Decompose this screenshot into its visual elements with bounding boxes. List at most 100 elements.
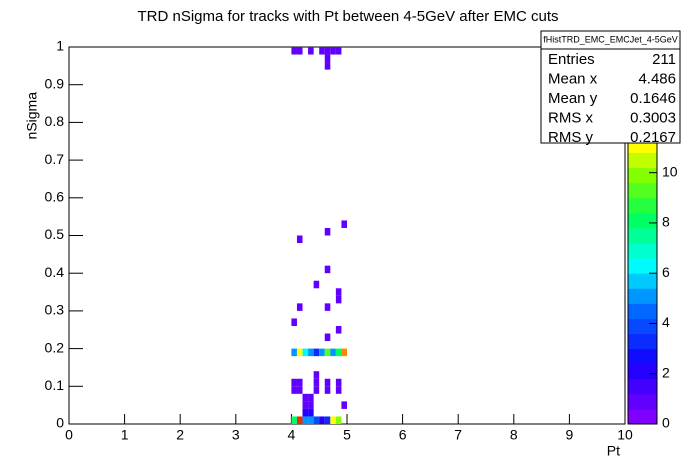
colorbar-band	[628, 303, 657, 319]
y-tick-label: 0.8	[45, 113, 65, 129]
colorbar-band	[628, 378, 657, 395]
y-tick-label: 0.1	[45, 377, 65, 393]
heatmap-cell	[324, 386, 331, 394]
colorbar-band	[628, 227, 657, 244]
heatmap-cell	[296, 386, 303, 394]
colorbar-band	[628, 363, 657, 380]
z-tick-label: 0	[662, 415, 670, 431]
y-tick-label: 0.9	[45, 75, 65, 91]
heatmap-cell	[335, 348, 342, 357]
colorbar-band	[628, 408, 657, 425]
heatmap-cell	[308, 408, 314, 417]
y-tick-label: 0.5	[45, 226, 65, 242]
heatmap-cell	[324, 378, 331, 387]
colorbar-band	[628, 197, 657, 214]
x-tick-label: 2	[176, 427, 184, 443]
x-tick-label: 5	[343, 427, 351, 443]
heatmap-cell	[308, 47, 314, 55]
heatmap-cell	[330, 348, 336, 357]
y-tick-label: 0.2	[45, 339, 65, 355]
x-tick-label: 4	[288, 427, 296, 443]
heatmap-cell	[324, 348, 331, 357]
heatmap-cell	[313, 416, 320, 424]
heatmap-cell	[324, 303, 331, 311]
colorbar-band	[628, 182, 657, 199]
colorbar-band	[628, 348, 657, 365]
stats-value: 0.1646	[630, 90, 676, 107]
colorbar-band	[628, 318, 657, 335]
x-tick-label: 8	[510, 427, 518, 443]
heatmap-cell	[335, 386, 342, 394]
colorbar-band	[628, 333, 657, 350]
heatmap-cell	[324, 54, 331, 63]
heatmap-cell	[313, 378, 320, 387]
x-tick-label: 0	[65, 427, 73, 443]
heatmap-cell	[341, 348, 347, 357]
heatmap-cell	[330, 47, 336, 55]
x-tick-label: 6	[399, 427, 407, 443]
heatmap-cell	[324, 47, 331, 55]
stats-box	[540, 30, 681, 144]
heatmap-cell	[313, 280, 320, 289]
y-tick-label: 0	[56, 415, 64, 431]
heatmap-cell	[313, 386, 320, 394]
stats-label: RMS y	[548, 129, 594, 146]
heatmap-cell	[324, 265, 331, 274]
heatmap-cell	[291, 348, 297, 357]
y-tick-label: 0.3	[45, 302, 65, 318]
heatmap-cell	[341, 401, 347, 409]
stats-title: fHistTRD_EMC_EMCJet_4-5GeV	[543, 34, 678, 44]
x-tick-label: 1	[121, 427, 129, 443]
heatmap-cell	[324, 416, 331, 424]
y-tick-label: 0.4	[45, 264, 65, 280]
stats-label: Mean x	[548, 70, 598, 87]
stats-label: Entries	[548, 51, 595, 68]
heatmap-cell	[302, 348, 309, 357]
stats-value: 4.486	[638, 70, 676, 87]
heatmap-cell	[291, 416, 297, 424]
heatmap-cell	[308, 416, 314, 424]
y-axis-label: nSigma	[24, 92, 40, 140]
heatmap-cell	[296, 348, 303, 357]
heatmap-cell	[341, 220, 347, 228]
x-tick-label: 3	[232, 427, 240, 443]
heatmap-cell	[324, 333, 331, 342]
x-axis-label: Pt	[607, 443, 620, 459]
stats-value: 0.3003	[630, 109, 676, 126]
heatmap-cell	[319, 348, 325, 357]
y-tick-label: 1	[56, 38, 64, 54]
heatmap-cell	[296, 303, 303, 311]
x-tick-label: 9	[566, 427, 574, 443]
heatmap-cell	[308, 348, 314, 357]
colorbar-band	[628, 393, 657, 410]
heatmap-cell	[291, 378, 297, 387]
heatmap-cell	[324, 227, 331, 236]
heatmap-cell	[308, 401, 314, 409]
x-tick-label: 7	[454, 427, 462, 443]
heatmap-cell	[335, 378, 342, 387]
heatmap-cell	[330, 416, 336, 424]
heatmap-cell	[335, 288, 342, 296]
heatmap-cell	[335, 325, 342, 334]
stats-label: RMS x	[548, 109, 594, 126]
y-tick-label: 0.7	[45, 151, 65, 167]
heatmap-cell	[291, 47, 297, 55]
heatmap-cell	[296, 235, 303, 244]
colorbar-band	[628, 258, 657, 274]
heatmap-cell	[335, 47, 342, 55]
heatmap-cell	[296, 47, 303, 55]
heatmap-cell	[296, 416, 303, 424]
y-tick-label: 0.6	[45, 189, 65, 205]
colorbar-band	[628, 212, 657, 229]
heatmap-cell	[324, 62, 331, 70]
heatmap-cell	[302, 408, 309, 417]
colorbar-band	[628, 273, 657, 289]
colorbar-band	[628, 288, 657, 304]
heatmap-cell	[291, 386, 297, 394]
heatmap-cell	[302, 401, 309, 409]
colorbar-band	[628, 243, 657, 259]
heatmap-cell	[291, 318, 297, 326]
heatmap-cell	[335, 295, 342, 304]
heatmap-cell	[302, 393, 309, 402]
